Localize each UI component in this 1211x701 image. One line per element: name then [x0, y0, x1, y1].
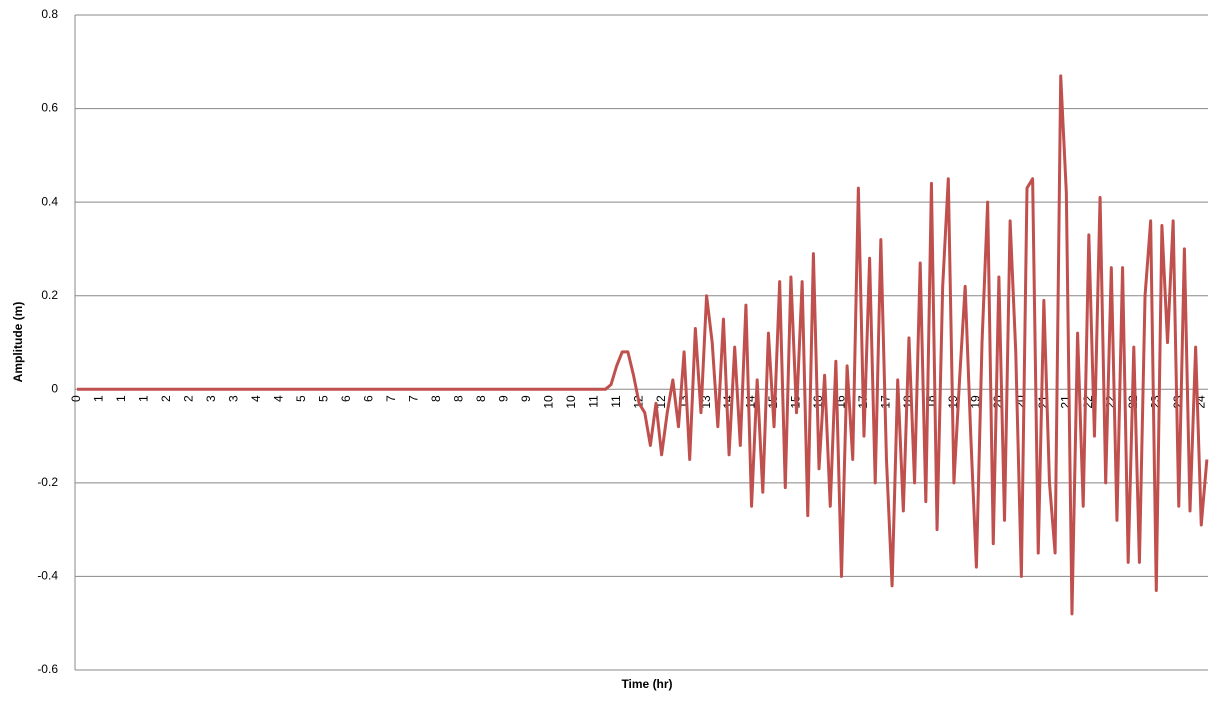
y-tick-label: 0.2	[41, 288, 58, 302]
data-line	[77, 74, 1209, 616]
x-tick-label: 8	[429, 395, 443, 402]
y-tick-label: 0.8	[41, 7, 58, 21]
x-tick-label: 5	[317, 395, 331, 402]
y-tick-label: -0.4	[37, 569, 58, 583]
x-tick-label: 7	[384, 395, 398, 402]
x-tick-label: 5	[294, 395, 308, 402]
x-tick-label: 6	[339, 395, 353, 402]
x-tick-label: 11	[609, 395, 623, 408]
y-tick-label: 0.6	[41, 101, 58, 115]
x-tick-label: 10	[541, 395, 555, 409]
x-tick-label: 11	[586, 395, 600, 408]
x-tick-label: 8	[474, 395, 488, 402]
x-tick-label: 10	[564, 395, 578, 409]
x-tick-label: 9	[519, 395, 533, 402]
y-tick-label: 0.4	[41, 194, 58, 208]
x-tick-label: 4	[249, 395, 263, 402]
x-tick-label: 1	[114, 395, 128, 402]
x-tick-label: 9	[496, 395, 510, 402]
x-tick-label: 6	[361, 395, 375, 402]
x-tick-label: 24	[1193, 395, 1207, 409]
x-tick-label: 7	[406, 395, 420, 402]
y-axis-title: Amplitude (m)	[11, 302, 25, 383]
x-tick-label: 3	[204, 395, 218, 402]
y-tick-label: 0	[51, 381, 58, 395]
x-tick-label: 0	[69, 395, 83, 402]
x-axis-title: Time (hr)	[621, 677, 672, 691]
x-tick-label: 1	[92, 395, 106, 402]
x-tick-label: 1	[137, 395, 151, 402]
y-tick-label: -0.2	[37, 475, 58, 489]
x-tick-label: 8	[451, 395, 465, 402]
x-tick-label: 3	[227, 395, 241, 402]
x-tick-label: 2	[182, 395, 196, 402]
x-tick-label: 4	[272, 395, 286, 402]
y-tick-label: -0.6	[37, 662, 58, 676]
x-tick-label: 2	[159, 395, 173, 402]
